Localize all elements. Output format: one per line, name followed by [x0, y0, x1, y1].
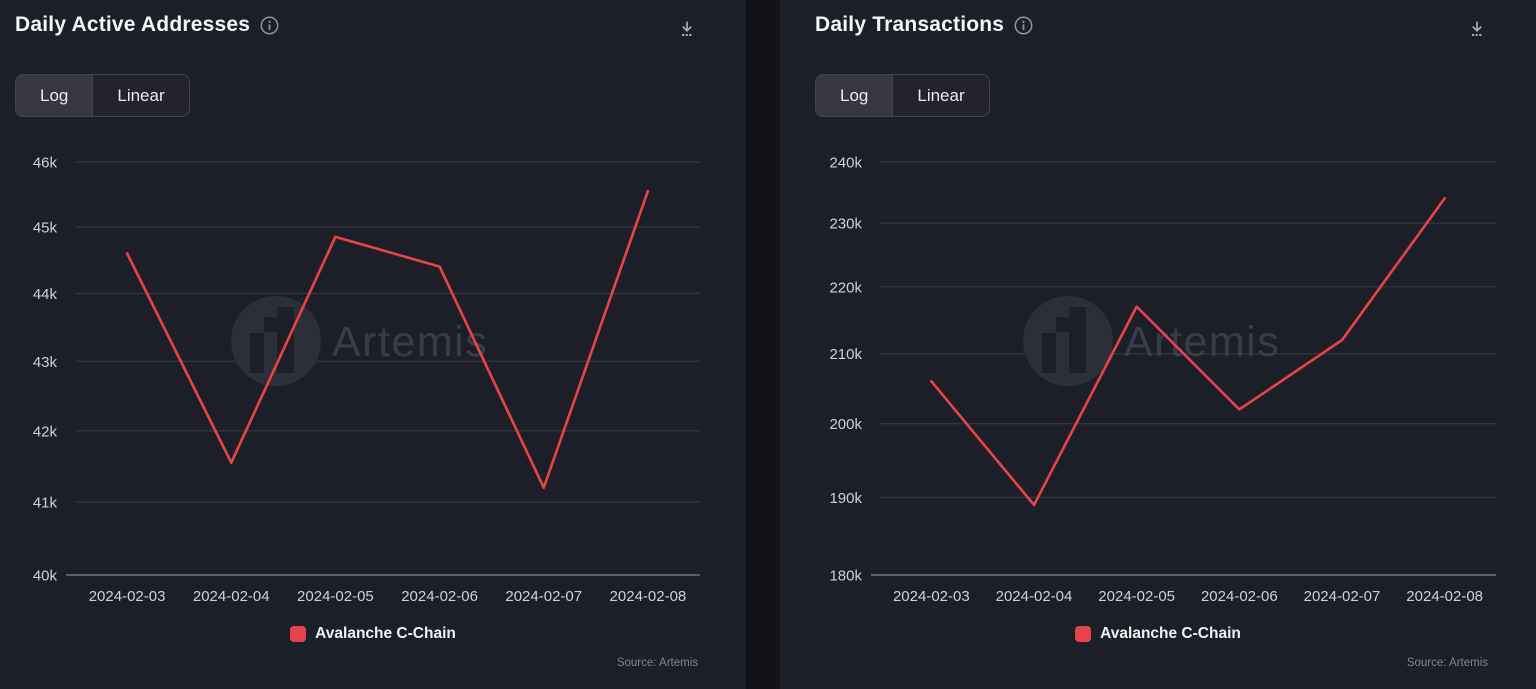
download-button[interactable] [1464, 16, 1490, 45]
legend-label: Avalanche C-Chain [315, 625, 456, 642]
svg-text:230k: 230k [829, 216, 862, 233]
chart-title: Daily Transactions [815, 13, 1005, 36]
legend-item-avalanche-c-chain[interactable]: Avalanche C-Chain [780, 625, 1536, 643]
info-icon[interactable] [1014, 16, 1033, 35]
svg-text:2024-02-03: 2024-02-03 [89, 588, 166, 605]
source-attribution: Source: Artemis [616, 657, 698, 669]
toggle-log[interactable]: Log [816, 75, 894, 116]
svg-text:220k: 220k [829, 279, 862, 296]
svg-text:43k: 43k [33, 354, 58, 371]
legend-label: Avalanche C-Chain [1100, 625, 1241, 642]
svg-text:Artemis: Artemis [332, 318, 488, 366]
svg-text:240k: 240k [829, 155, 862, 172]
svg-text:190k: 190k [829, 490, 862, 507]
svg-text:44k: 44k [33, 286, 58, 303]
download-icon [682, 21, 692, 36]
legend-swatch [1075, 626, 1092, 642]
svg-text:42k: 42k [33, 423, 58, 440]
svg-text:2024-02-04: 2024-02-04 [193, 588, 270, 605]
svg-text:2024-02-07: 2024-02-07 [1304, 588, 1381, 605]
svg-text:2024-02-06: 2024-02-06 [401, 588, 478, 605]
svg-text:40k: 40k [33, 568, 58, 585]
svg-text:2024-02-07: 2024-02-07 [505, 588, 582, 605]
svg-text:2024-02-08: 2024-02-08 [1406, 588, 1483, 605]
panel-header: Daily Transactions [815, 13, 1033, 37]
panel-daily-active-addresses: Daily Active Addresses Log Linear 40k 41k… [0, 0, 746, 689]
svg-text:41k: 41k [33, 495, 58, 512]
svg-text:2024-02-08: 2024-02-08 [610, 588, 687, 605]
panel-daily-transactions: Daily Transactions Log Linear 180k 190k 20… [780, 0, 1536, 689]
chart-title: Daily Active Addresses [15, 13, 251, 36]
svg-text:2024-02-03: 2024-02-03 [893, 588, 970, 605]
svg-text:2024-02-05: 2024-02-05 [297, 588, 374, 605]
chart-daily-active-addresses[interactable]: 40k 41k 42k 43k 44k 45k 46k Artemis 2024-02-03 20… [0, 0, 746, 689]
toggle-log[interactable]: Log [16, 75, 94, 116]
svg-text:200k: 200k [829, 416, 862, 433]
legend-swatch [290, 626, 307, 642]
info-icon[interactable] [260, 16, 279, 35]
scale-toggle: Log Linear [815, 74, 990, 117]
svg-text:2024-02-04: 2024-02-04 [996, 588, 1073, 605]
toggle-linear[interactable]: Linear [93, 75, 188, 116]
download-button[interactable] [674, 16, 700, 45]
legend-item-avalanche-c-chain[interactable]: Avalanche C-Chain [0, 625, 746, 643]
svg-text:46k: 46k [33, 155, 58, 172]
download-icon [1472, 21, 1482, 36]
panel-header: Daily Active Addresses [15, 13, 279, 37]
svg-text:180k: 180k [829, 568, 862, 585]
source-attribution: Source: Artemis [1406, 657, 1488, 669]
svg-text:2024-02-05: 2024-02-05 [1098, 588, 1175, 605]
svg-text:2024-02-06: 2024-02-06 [1201, 588, 1278, 605]
svg-text:45k: 45k [33, 219, 58, 236]
chart-daily-transactions[interactable]: 180k 190k 200k 210k 220k 230k 240k Artemis 2024-… [780, 0, 1536, 689]
svg-text:Artemis: Artemis [1124, 318, 1280, 366]
scale-toggle: Log Linear [15, 74, 190, 117]
svg-text:210k: 210k [829, 346, 862, 363]
toggle-linear[interactable]: Linear [893, 75, 988, 116]
